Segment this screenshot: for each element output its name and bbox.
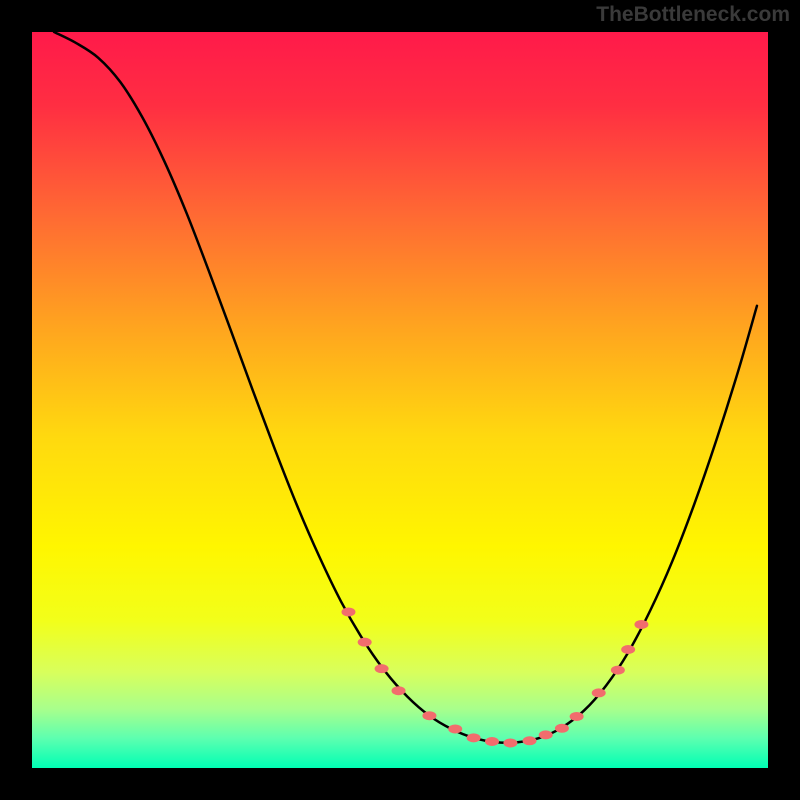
watermark-text: TheBottleneck.com bbox=[596, 3, 790, 26]
optimal-range-marker bbox=[341, 607, 355, 616]
optimal-range-marker bbox=[621, 645, 635, 654]
optimal-range-marker bbox=[358, 638, 372, 647]
optimal-range-marker bbox=[467, 733, 481, 742]
optimal-range-marker bbox=[503, 738, 517, 747]
optimal-range-marker bbox=[539, 730, 553, 739]
optimal-range-marker bbox=[555, 724, 569, 733]
bottleneck-curve-chart: TheBottleneck.com bbox=[0, 0, 800, 800]
optimal-range-marker bbox=[592, 688, 606, 697]
optimal-range-marker bbox=[611, 666, 625, 675]
optimal-range-marker bbox=[422, 711, 436, 720]
optimal-range-marker bbox=[523, 736, 537, 745]
optimal-range-marker bbox=[634, 620, 648, 629]
optimal-range-marker bbox=[375, 664, 389, 673]
optimal-range-marker bbox=[570, 712, 584, 721]
optimal-range-marker bbox=[448, 724, 462, 733]
optimal-range-marker bbox=[485, 737, 499, 746]
plot-background bbox=[32, 32, 768, 768]
chart-container: TheBottleneck.com bbox=[0, 0, 800, 800]
optimal-range-marker bbox=[392, 686, 406, 695]
